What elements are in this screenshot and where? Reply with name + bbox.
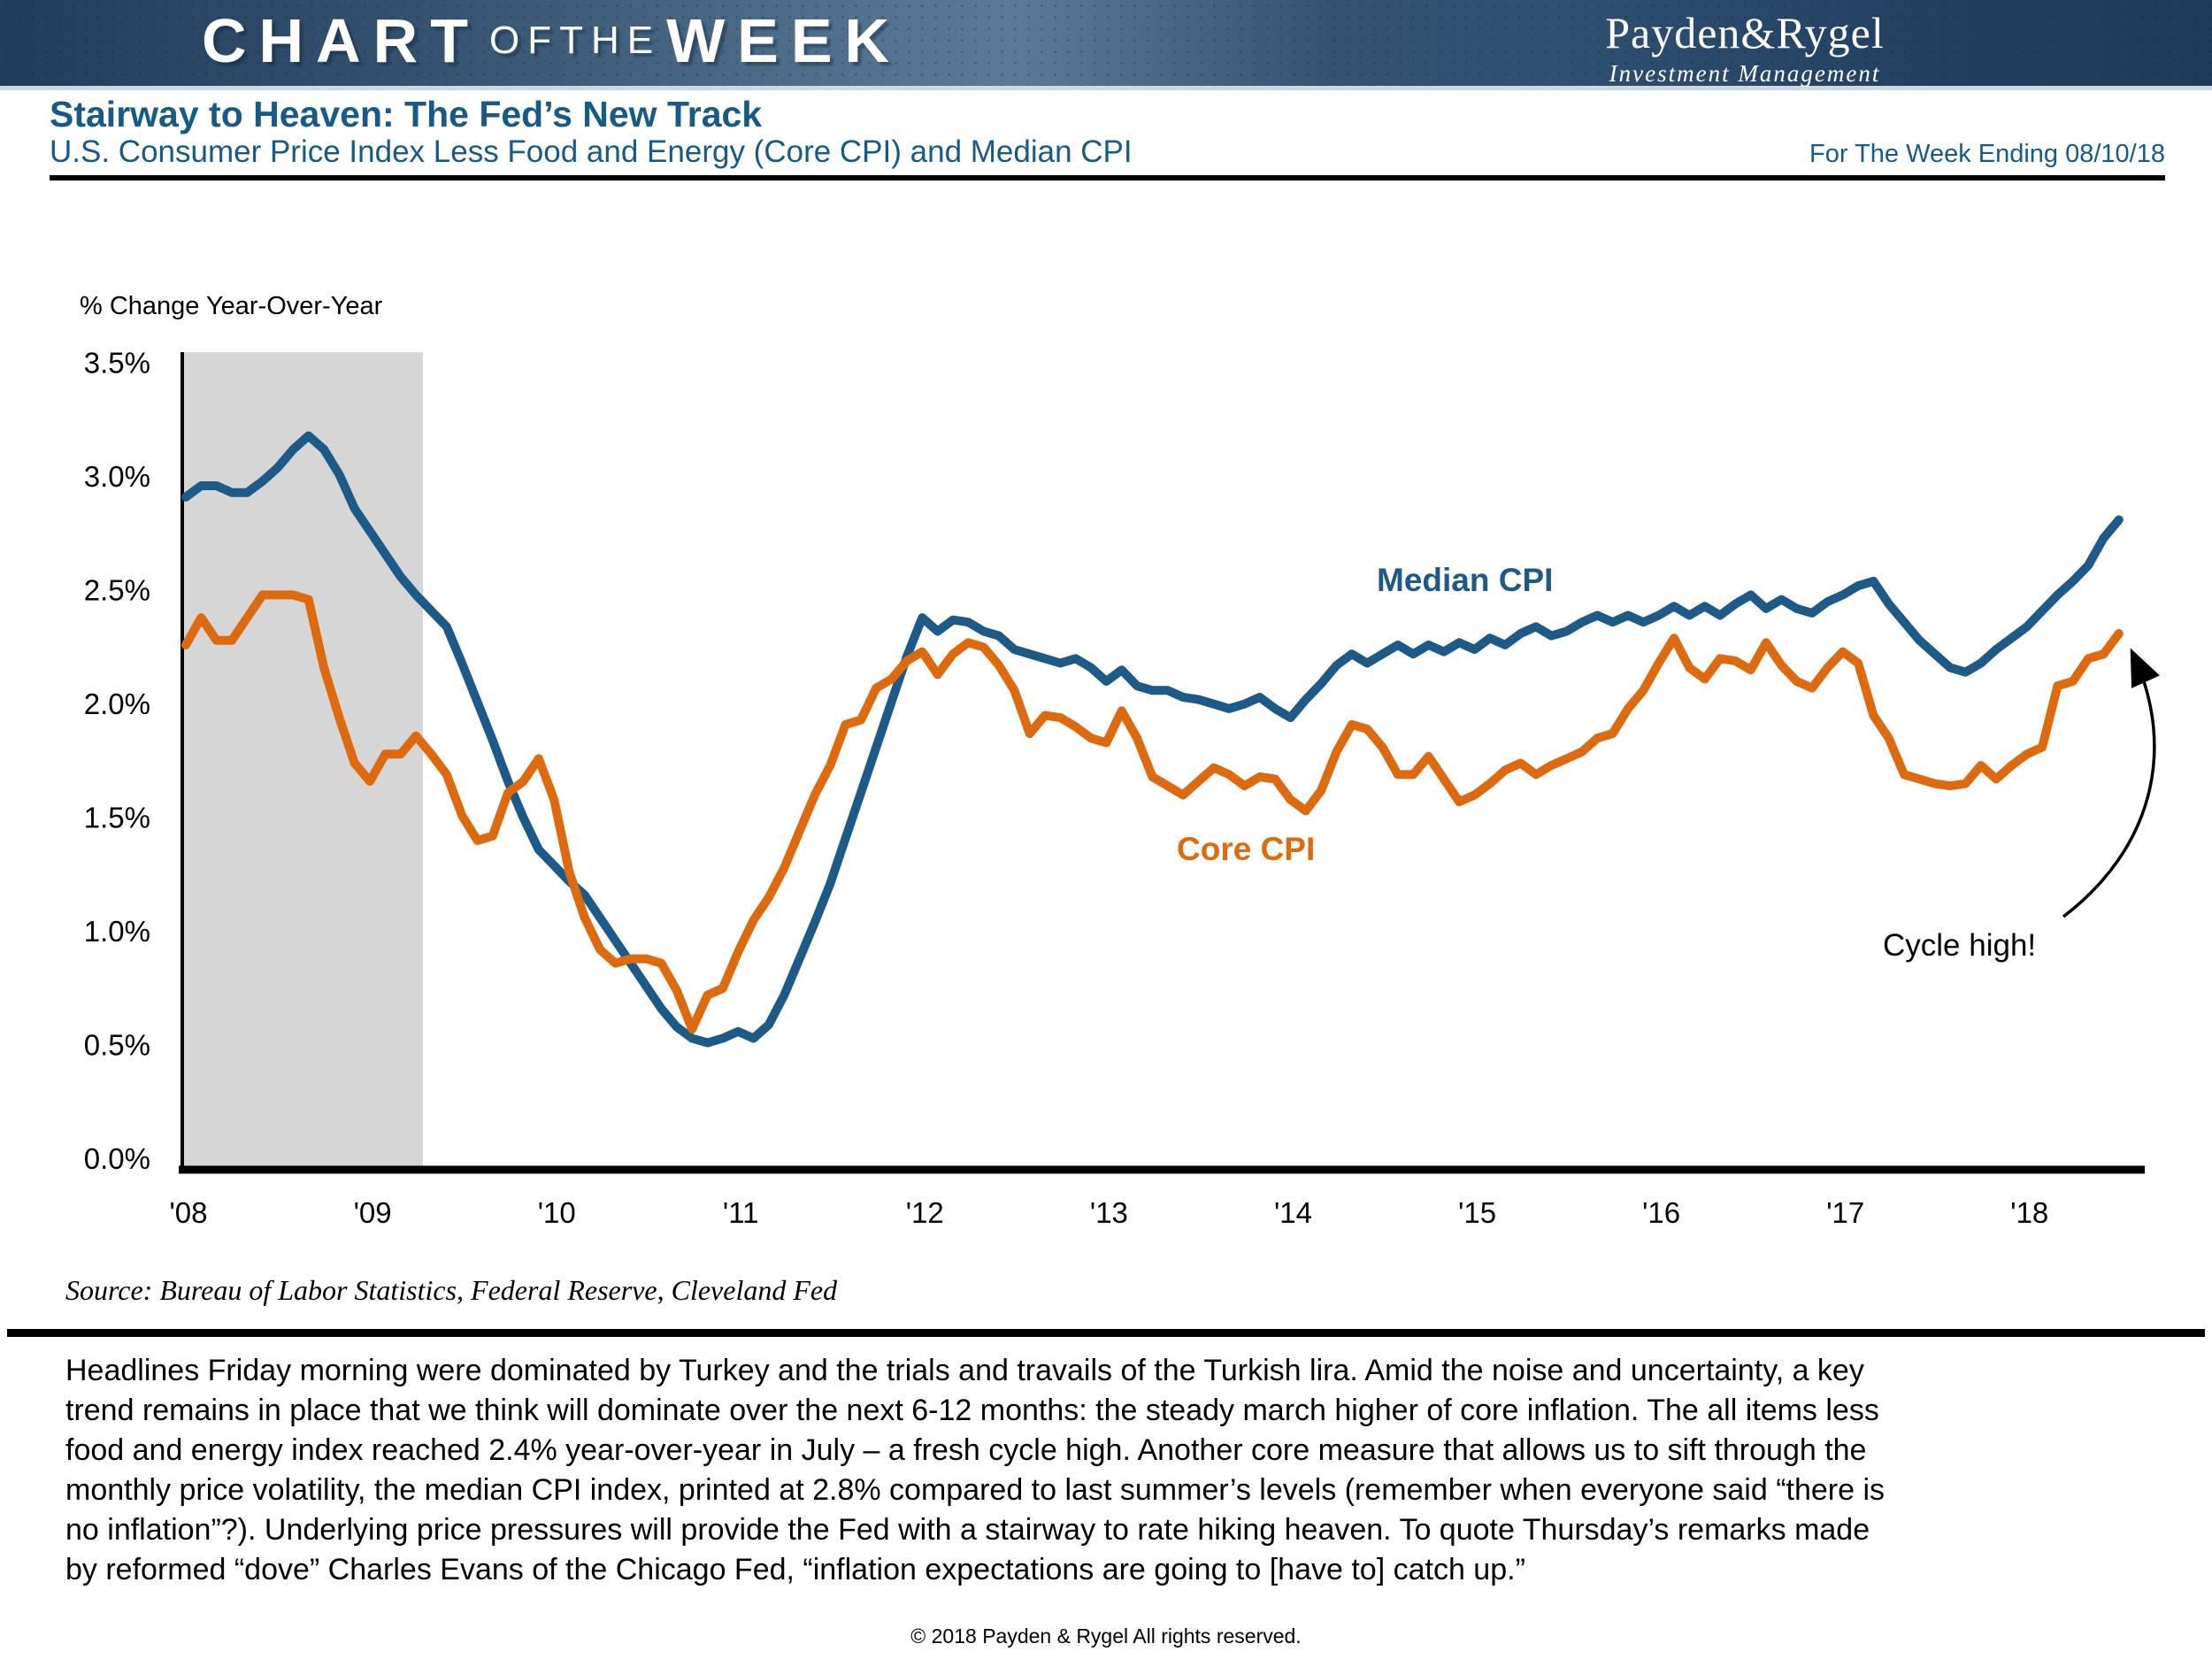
payden-rygel-logo: Payden&Rygel Investment Management <box>1550 7 1939 88</box>
commentary-line: no inflation”?). Underlying price pressu… <box>65 1513 1870 1547</box>
source-attribution: Source: Bureau of Labor Statistics, Fede… <box>65 1274 838 1306</box>
median-cpi-series-label: Median CPI <box>1377 562 1553 598</box>
commentary-line: by reformed “dove” Charles Evans of the … <box>65 1553 1525 1586</box>
y-tick-label: 3.0% <box>84 460 150 493</box>
commentary-line: trend remains in place that we think wil… <box>65 1394 1879 1427</box>
top-banner: CHART OFTHE WEEK Payden&Rygel Investment… <box>0 0 2212 90</box>
y-tick-label: 2.5% <box>84 574 150 607</box>
logo-tagline: Investment Management <box>1609 60 1881 87</box>
footer-divider <box>7 1329 2205 1337</box>
header-divider <box>50 175 2165 180</box>
banner-title-ofthe: OFTHE <box>488 19 662 62</box>
x-tick-label: '12 <box>906 1196 944 1229</box>
banner-dot-texture <box>0 0 2212 86</box>
banner-title-week: WEEK <box>666 6 902 75</box>
x-tick-label: '18 <box>2010 1196 2048 1229</box>
x-tick-label: '16 <box>1642 1196 1680 1229</box>
x-tick-label: '08 <box>169 1196 207 1229</box>
y-tick-label: 1.0% <box>84 915 150 948</box>
banner-title: CHART OFTHE WEEK <box>202 0 902 81</box>
y-axis-units-label: % Change Year-Over-Year <box>80 292 383 320</box>
recession-shading <box>182 352 423 1170</box>
page-title: Stairway to Heaven: The Fed’s New Track <box>50 94 763 134</box>
y-tick-label: 2.0% <box>84 687 150 720</box>
y-tick-label: 0.5% <box>84 1029 150 1062</box>
y-tick-label: 0.0% <box>84 1142 150 1175</box>
x-axis-tick-labels: '08 '09 '10 '11 '12 '13 '14 '15 '16 '17 '18 <box>169 1196 2048 1229</box>
copyright-notice: © 2018 Payden & Rygel All rights reserve… <box>910 1624 1302 1647</box>
page-subtitle: U.S. Consumer Price Index Less Food and … <box>50 134 1133 169</box>
commentary-paragraph: Headlines Friday morning were dominated … <box>65 1351 2171 1590</box>
x-tick-label: '11 <box>723 1196 759 1229</box>
commentary-line: monthly price volatility, the median CPI… <box>65 1473 1886 1507</box>
x-tick-label: '17 <box>1826 1196 1864 1229</box>
x-tick-label: '15 <box>1458 1196 1496 1229</box>
y-tick-label: 3.5% <box>84 347 150 380</box>
y-axis-tick-labels: 3.5% 3.0% 2.5% 2.0% 1.5% 1.0% 0.5% 0.0% <box>84 347 150 1176</box>
x-tick-label: '10 <box>538 1196 576 1229</box>
commentary-line: food and energy index reached 2.4% year-… <box>65 1433 1867 1467</box>
x-tick-label: '09 <box>354 1196 392 1229</box>
x-tick-label: '14 <box>1274 1196 1312 1229</box>
commentary-line: Headlines Friday morning were dominated … <box>65 1354 1864 1387</box>
core-cpi-series-label: Core CPI <box>1177 831 1315 867</box>
cycle-high-annotation: Cycle high! <box>1883 928 2036 963</box>
core-cpi-line <box>181 590 2124 1034</box>
banner-title-chart: CHART <box>202 6 480 75</box>
week-ending-label: For The Week Ending 08/10/18 <box>1809 140 2165 168</box>
median-cpi-line <box>181 431 2124 1048</box>
y-tick-label: 1.5% <box>84 802 150 834</box>
x-tick-label: '13 <box>1090 1196 1128 1229</box>
cpi-line-chart: 3.5%3.0%2.5%2.0%1.5%1.0%0.5%0.0% '08'09 '… <box>84 347 2160 1229</box>
cycle-high-arrow <box>2062 648 2160 918</box>
logo-name: Payden&Rygel <box>1605 8 1885 58</box>
